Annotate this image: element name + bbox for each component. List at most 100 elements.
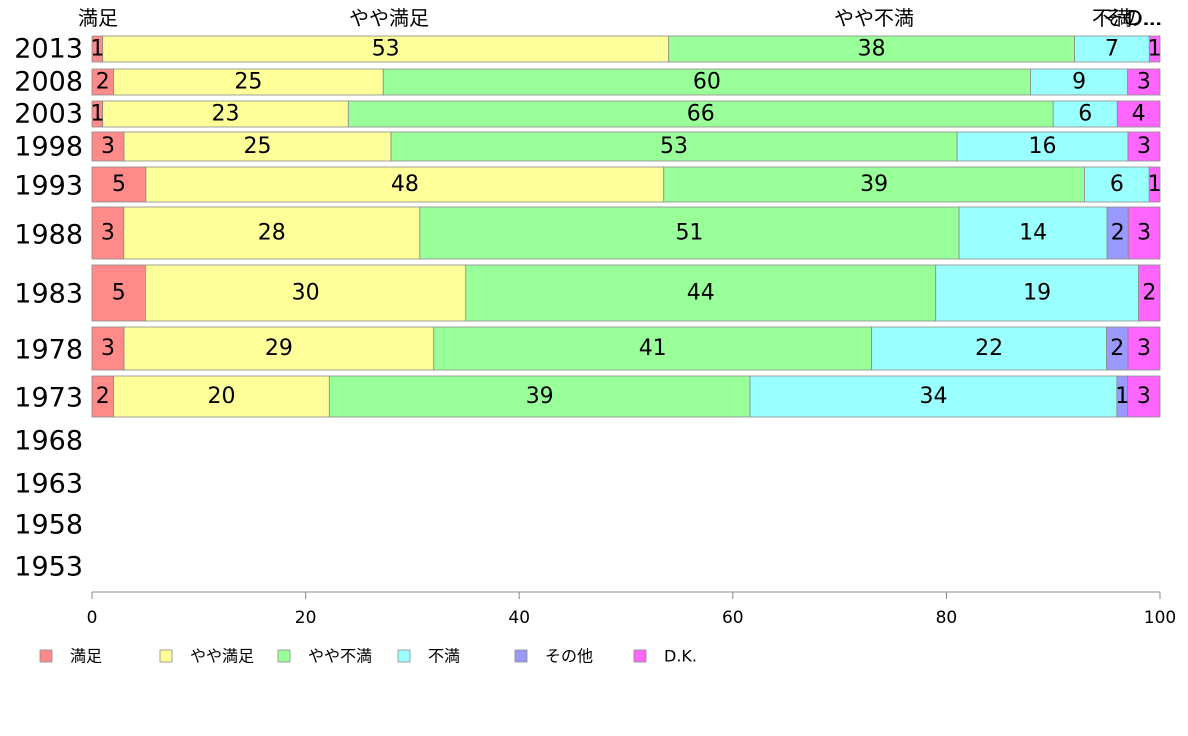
year-label-1963: 1963 (14, 469, 83, 500)
bar-value-label-1978-2: 41 (639, 336, 667, 361)
bar-value-label-1988-4: 2 (1111, 221, 1125, 246)
bar-segment-1993-0 (91, 166, 147, 203)
bar-segment-1993-5 (1148, 166, 1161, 203)
bar-segment-1978-2 (433, 326, 873, 371)
bar-segment-1983-5 (1138, 264, 1161, 322)
bar-value-label-1978-4: 2 (1110, 336, 1124, 361)
bar-value-label-1983-5: 2 (1142, 281, 1156, 306)
bar-segment-1988-1 (123, 206, 421, 260)
segment-header-4: その... (1103, 6, 1162, 30)
bar-segment-1983-1 (144, 264, 467, 322)
bar-value-label-1998-1: 25 (244, 134, 272, 159)
year-label-2003: 2003 (14, 99, 83, 130)
x-axis: 0 20 40 60 80 100 (87, 591, 1176, 628)
legend-swatch-0 (39, 649, 53, 663)
year-label-1998: 1998 (14, 132, 83, 163)
bar-value-label-1998-3: 16 (1029, 134, 1057, 159)
segment-header-2: やや不満 (834, 6, 914, 30)
legend-label-0: 満足 (70, 647, 102, 666)
bar-value-label-1978-5: 3 (1137, 336, 1151, 361)
year-label-1953: 1953 (14, 552, 83, 583)
bar-segment-1983-0 (91, 264, 146, 322)
bar-segment-1998-0 (91, 131, 125, 162)
bar-value-label-1983-2: 44 (687, 281, 715, 306)
bar-segment-1988-0 (91, 206, 125, 260)
bar-segment-1998-1 (123, 131, 392, 162)
bar-value-label-1978-1: 29 (265, 336, 293, 361)
bar-value-label-1983-0: 5 (112, 281, 126, 306)
bar-segment-1983-2 (465, 264, 937, 322)
legend-label-3: 不満 (428, 647, 460, 666)
bar-value-label-1998-2: 53 (660, 134, 688, 159)
year-label-1973: 1973 (14, 383, 83, 414)
bar-segment-1998-2 (390, 131, 958, 162)
bar-value-label-1973-4: 1 (1115, 384, 1129, 409)
bar-segment-2008-2 (382, 68, 1031, 96)
year-label-2008: 2008 (14, 67, 83, 98)
legend-label-5: D.K. (664, 647, 697, 666)
bar-labels-layer: 1 53 38 7 12 25 60 9 31 23 66 6 43 25 53 16 35 48 39 6 13 28 5… (90, 37, 1161, 410)
bar-value-label-1988-1: 28 (258, 221, 286, 246)
bar-value-label-2013-1: 53 (372, 37, 400, 62)
bar-value-label-1973-1: 20 (207, 384, 235, 409)
year-label-1993: 1993 (14, 171, 83, 202)
bar-segment-2013-2 (668, 35, 1075, 63)
bar-value-label-1998-5: 3 (1137, 134, 1151, 159)
x-tick-label-80: 80 (936, 608, 958, 628)
legend-swatch-3 (397, 649, 411, 663)
bar-value-label-2003-1: 23 (212, 102, 240, 127)
bar-segment-2008-5 (1127, 68, 1161, 96)
x-tick-label-0: 0 (87, 608, 98, 628)
bar-segment-1978-0 (91, 326, 125, 371)
bar-value-label-1983-1: 30 (292, 281, 320, 306)
bar-value-label-2013-0: 1 (90, 37, 104, 62)
bar-segment-1978-3 (871, 326, 1108, 371)
bar-value-label-2013-3: 7 (1105, 37, 1119, 62)
bar-segment-1998-3 (956, 131, 1129, 162)
bar-segment-1998-5 (1127, 131, 1161, 162)
bar-segment-1988-3 (958, 206, 1108, 260)
segment-headers-layer: 満足 やや満足 やや不満 不満その...D... (78, 6, 1163, 30)
bar-value-label-2003-2: 66 (687, 102, 715, 127)
segment-header-0: 満足 (78, 6, 118, 30)
legend-swatch-5 (633, 649, 647, 663)
bar-value-label-2013-5: 1 (1148, 37, 1162, 62)
bar-segment-1973-3 (749, 375, 1118, 418)
x-tick-label-60: 60 (722, 608, 744, 628)
bar-segment-1978-5 (1127, 326, 1161, 371)
bar-segment-1993-2 (663, 166, 1085, 203)
legend: 満足 やや満足 やや不満 不満 その他 D.K. (39, 647, 697, 666)
bar-value-label-1973-2: 39 (526, 384, 554, 409)
year-label-2013: 2013 (14, 34, 83, 65)
year-label-1978: 1978 (14, 335, 83, 366)
bars-layer (91, 35, 1161, 418)
bar-value-label-1988-2: 51 (675, 221, 703, 246)
bar-value-label-2003-3: 6 (1078, 102, 1092, 127)
segment-header-1: やや満足 (349, 6, 429, 30)
bar-value-label-2008-1: 25 (234, 70, 262, 95)
x-tick-label-40: 40 (508, 608, 530, 628)
bar-value-label-1993-0: 5 (112, 172, 126, 197)
bar-segment-1993-1 (145, 166, 665, 203)
bar-segment-2003-1 (102, 100, 349, 128)
bar-value-label-1973-0: 2 (96, 384, 110, 409)
bar-segment-1973-2 (328, 375, 751, 418)
bar-segment-1973-5 (1127, 375, 1161, 418)
legend-label-1: やや満足 (190, 647, 254, 666)
bar-value-label-1998-0: 3 (101, 134, 115, 159)
legend-swatch-2 (277, 649, 291, 663)
bar-value-label-2013-2: 38 (858, 37, 886, 62)
segment-header-3: 不満 (1092, 6, 1132, 30)
segment-header-5: D... (1127, 6, 1161, 30)
year-label-1968: 1968 (14, 426, 83, 457)
bar-segment-1988-5 (1127, 206, 1161, 260)
legend-label-4: その他 (545, 647, 593, 666)
bar-value-label-1988-0: 3 (101, 221, 115, 246)
bar-segment-2003-2 (347, 100, 1054, 128)
bar-value-label-1993-1: 48 (391, 172, 419, 197)
bar-value-label-2003-5: 4 (1132, 102, 1146, 127)
year-label-1988: 1988 (14, 220, 83, 251)
bar-value-label-1993-2: 39 (860, 172, 888, 197)
